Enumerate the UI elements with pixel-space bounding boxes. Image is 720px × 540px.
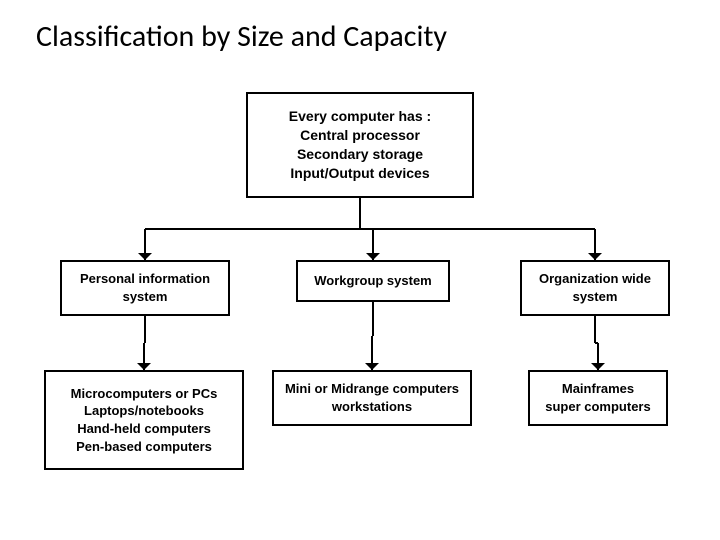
node-micro: Microcomputers or PCsLaptops/notebooksHa… <box>44 370 244 470</box>
node-line: Mainframes <box>562 380 634 398</box>
node-line: Every computer has : <box>289 107 431 126</box>
node-line: workstations <box>332 398 412 416</box>
node-line: Workgroup system <box>314 272 432 290</box>
node-org: Organization widesystem <box>520 260 670 316</box>
node-line: Hand-held computers <box>77 420 211 438</box>
node-line: Mini or Midrange computers <box>285 380 459 398</box>
node-line: system <box>123 288 168 306</box>
node-line: system <box>573 288 618 306</box>
node-line: Secondary storage <box>297 145 423 164</box>
node-line: Personal information <box>80 270 210 288</box>
node-line: Laptops/notebooks <box>84 402 204 420</box>
node-root: Every computer has :Central processorSec… <box>246 92 474 198</box>
node-mini: Mini or Midrange computersworkstations <box>272 370 472 426</box>
node-workgroup: Workgroup system <box>296 260 450 302</box>
node-line: Organization wide <box>539 270 651 288</box>
node-line: Pen-based computers <box>76 438 212 456</box>
node-mainframe: Mainframessuper computers <box>528 370 668 426</box>
node-line: super computers <box>545 398 650 416</box>
node-personal: Personal informationsystem <box>60 260 230 316</box>
node-line: Microcomputers or PCs <box>71 385 218 403</box>
node-line: Central processor <box>300 126 420 145</box>
node-line: Input/Output devices <box>290 164 429 183</box>
